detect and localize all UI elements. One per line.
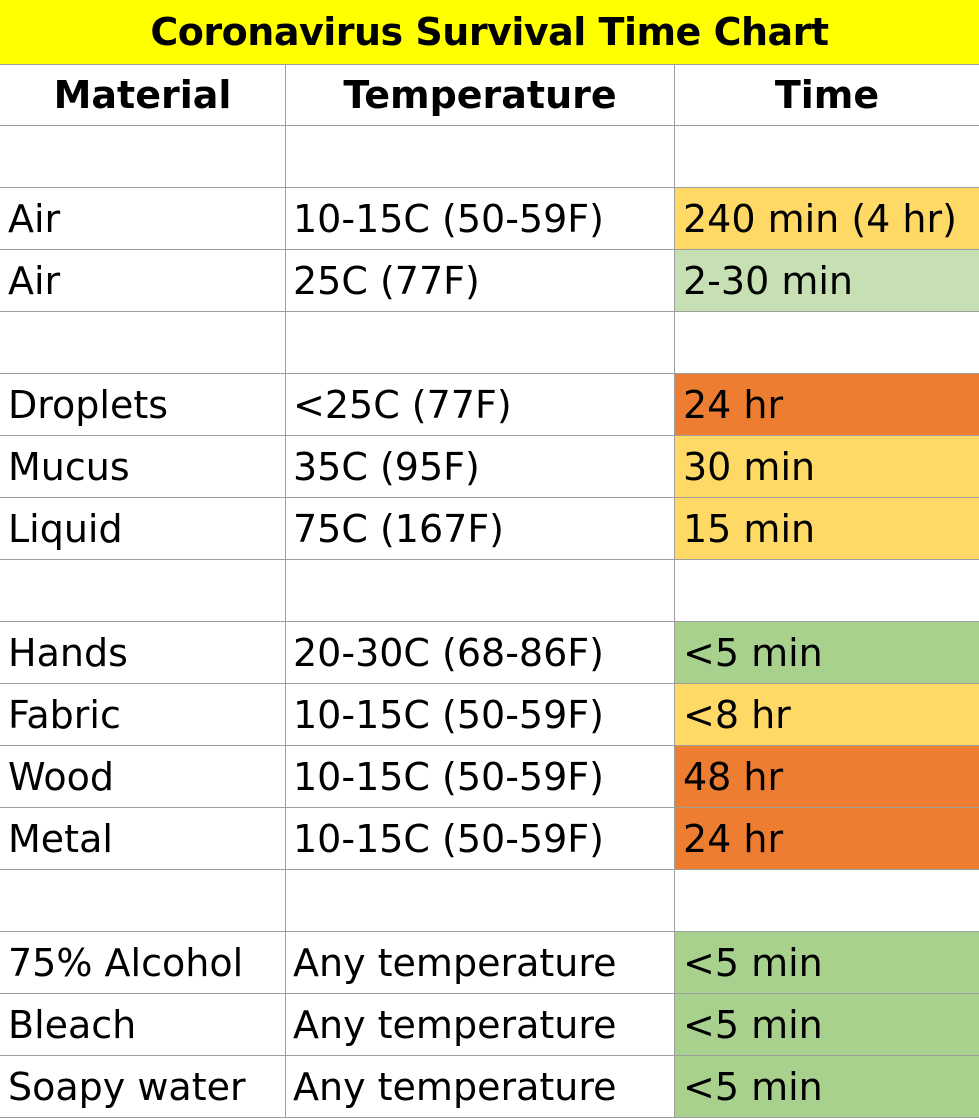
cell-temperature: [286, 312, 675, 373]
cell-material: Liquid: [0, 498, 286, 559]
cell-temperature: [286, 870, 675, 931]
cell-temperature: 10-15C (50-59F): [286, 808, 675, 869]
cell-material: Wood: [0, 746, 286, 807]
table-row: Droplets <25C (77F) 24 hr: [0, 374, 979, 436]
cell-temperature: Any temperature: [286, 994, 675, 1055]
cell-temperature: Any temperature: [286, 1056, 675, 1117]
table-row: [0, 312, 979, 374]
cell-material: Mucus: [0, 436, 286, 497]
cell-time: 24 hr: [675, 808, 979, 869]
header-temperature: Temperature: [286, 64, 675, 125]
cell-material: [0, 126, 286, 187]
cell-material: Hands: [0, 622, 286, 683]
cell-time: <5 min: [675, 932, 979, 993]
cell-time: 48 hr: [675, 746, 979, 807]
cell-time: 24 hr: [675, 374, 979, 435]
cell-temperature: Any temperature: [286, 932, 675, 993]
table-row: Soapy water Any temperature <5 min: [0, 1056, 979, 1118]
table-row: Wood 10-15C (50-59F) 48 hr: [0, 746, 979, 808]
cell-time: [675, 312, 979, 373]
cell-temperature: 10-15C (50-59F): [286, 188, 675, 249]
cell-time: [675, 560, 979, 621]
table-row: 75% Alcohol Any temperature <5 min: [0, 932, 979, 994]
cell-material: [0, 870, 286, 931]
cell-temperature: [286, 560, 675, 621]
cell-material: Air: [0, 188, 286, 249]
cell-temperature: 75C (167F): [286, 498, 675, 559]
cell-time: 15 min: [675, 498, 979, 559]
table-row: Bleach Any temperature <5 min: [0, 994, 979, 1056]
cell-time: <5 min: [675, 622, 979, 683]
cell-time: <8 hr: [675, 684, 979, 745]
survival-table: Material Temperature Time Air 10-15C (50-…: [0, 64, 979, 1118]
cell-time: 240 min (4 hr): [675, 188, 979, 249]
cell-temperature: 10-15C (50-59F): [286, 746, 675, 807]
header-time: Time: [774, 72, 880, 117]
cell-temperature: 35C (95F): [286, 436, 675, 497]
cell-temperature: 20-30C (68-86F): [286, 622, 675, 683]
table-row: Fabric 10-15C (50-59F) <8 hr: [0, 684, 979, 746]
cell-time: [675, 870, 979, 931]
cell-material: Metal: [0, 808, 286, 869]
chart-title: Coronavirus Survival Time Chart: [0, 0, 979, 65]
cell-time: 30 min: [675, 436, 979, 497]
table-row: Liquid 75C (167F) 15 min: [0, 498, 979, 560]
cell-material: Air: [0, 250, 286, 311]
table-row: [0, 126, 979, 188]
cell-temperature: 10-15C (50-59F): [286, 684, 675, 745]
table-row: Mucus 35C (95F) 30 min: [0, 436, 979, 498]
cell-temperature: <25C (77F): [286, 374, 675, 435]
table-row: [0, 560, 979, 622]
cell-material: Droplets: [0, 374, 286, 435]
cell-material: [0, 560, 286, 621]
table-row: Air 25C (77F) 2-30 min: [0, 250, 979, 312]
table-row: Air 10-15C (50-59F) 240 min (4 hr): [0, 188, 979, 250]
cell-time: 2-30 min: [675, 250, 979, 311]
cell-time: [675, 126, 979, 187]
cell-time: <5 min: [675, 994, 979, 1055]
cell-material: Fabric: [0, 684, 286, 745]
cell-material: Soapy water: [0, 1056, 286, 1117]
cell-material: Bleach: [0, 994, 286, 1055]
cell-time: <5 min: [675, 1056, 979, 1117]
header-material: Material: [0, 64, 286, 125]
cell-material: [0, 312, 286, 373]
cell-temperature: 25C (77F): [286, 250, 675, 311]
cell-temperature: [286, 126, 675, 187]
table-row: Hands 20-30C (68-86F) <5 min: [0, 622, 979, 684]
table-row: Metal 10-15C (50-59F) 24 hr: [0, 808, 979, 870]
table-header-row: Material Temperature Time: [0, 64, 979, 126]
cell-material: 75% Alcohol: [0, 932, 286, 993]
table-row: [0, 870, 979, 932]
